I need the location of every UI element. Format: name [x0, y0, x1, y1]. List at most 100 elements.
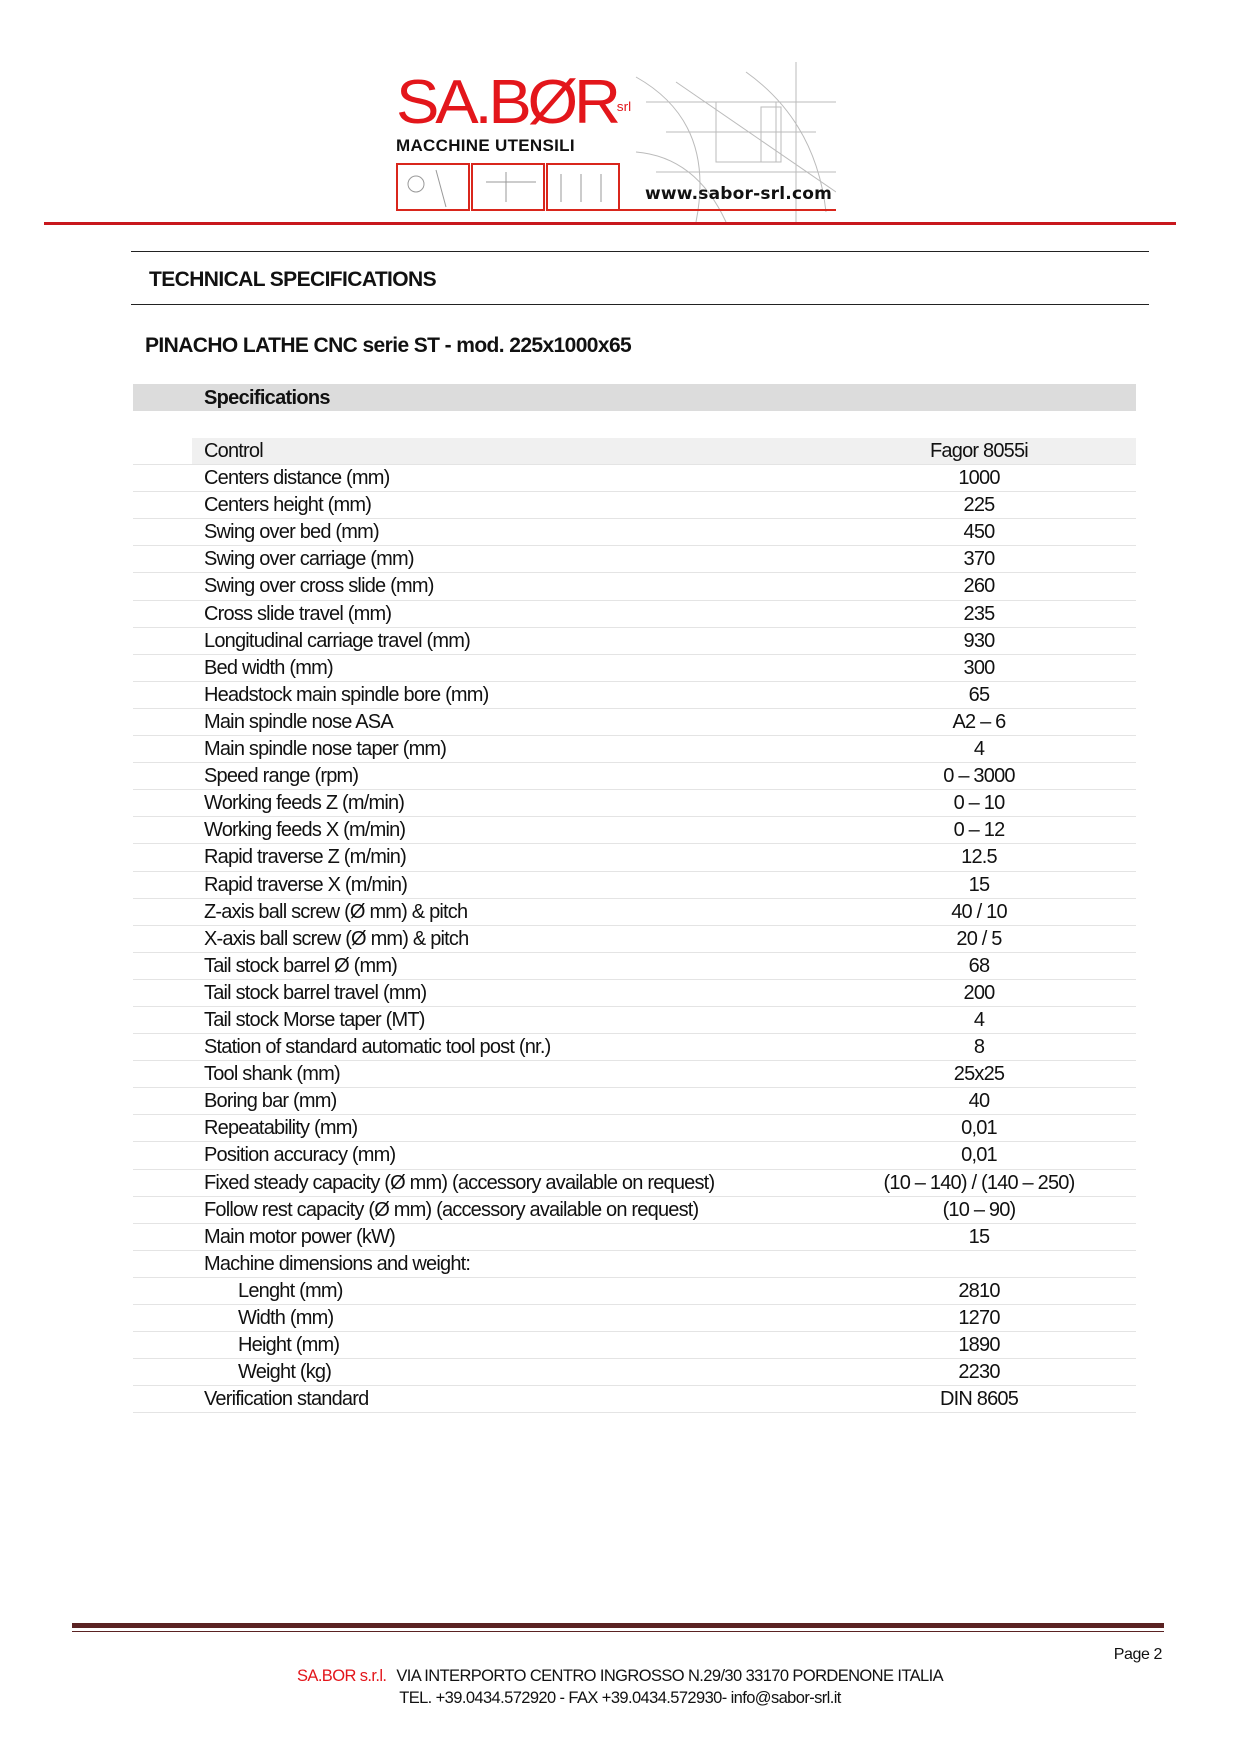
spec-label: Longitudinal carriage travel (mm) [204, 629, 471, 652]
spec-row: Main spindle nose ASA A2 – 6 [133, 709, 1136, 737]
spec-row: Centers distance (mm) 1000 [133, 465, 1136, 493]
spec-row: Working feeds X (m/min) 0 – 12 [133, 817, 1136, 845]
spec-value: 450 [963, 521, 996, 544]
spec-value: 200 [963, 981, 996, 1004]
spec-value: 370 [963, 548, 996, 571]
footer-divider-thin [72, 1631, 1164, 1632]
spec-row: Position accuracy (mm) 0,01 [133, 1142, 1136, 1170]
spec-label: X-axis ball screw (Ø mm) & pitch [204, 927, 469, 950]
spec-label: Control [204, 440, 264, 462]
spec-label: Main spindle nose ASA [204, 710, 394, 733]
spec-value: A2 – 6 [952, 710, 1006, 733]
spec-value: 40 [968, 1090, 990, 1113]
spec-row: Verification standard DIN 8605 [133, 1386, 1136, 1414]
spec-value: 1270 [958, 1307, 1000, 1329]
spec-label: Cross slide travel (mm) [204, 602, 392, 625]
spec-label: Working feeds X (m/min) [204, 819, 406, 842]
spec-value: 2810 [958, 1279, 1000, 1302]
spec-value: 260 [963, 575, 996, 598]
spec-row: Lenght (mm) 2810 [133, 1278, 1136, 1305]
spec-label: Headstock main spindle bore (mm) [204, 683, 489, 706]
spec-value: 930 [963, 629, 996, 652]
spec-row: Centers height (mm) 225 [133, 492, 1136, 520]
spec-label: Station of standard automatic tool post … [204, 1036, 551, 1059]
spec-row: Tail stock Morse taper (MT) 4 [133, 1007, 1136, 1035]
spec-value: 0 – 3000 [943, 765, 1015, 788]
spec-value: 4 [973, 1008, 985, 1031]
spec-label: Rapid traverse Z (m/min) [204, 846, 407, 869]
spec-label: Swing over cross slide (mm) [204, 575, 434, 598]
spec-label: Centers distance (mm) [204, 467, 390, 490]
spec-label: Width (mm) [238, 1307, 334, 1329]
spec-label: Main motor power (kW) [204, 1225, 396, 1248]
section-rule-top [131, 251, 1149, 252]
spec-label: Lenght (mm) [238, 1279, 343, 1302]
section-rule-bottom [131, 304, 1149, 305]
spec-table-header: Specifications [204, 387, 330, 409]
header-divider [44, 222, 1176, 225]
spec-value: 300 [963, 656, 996, 679]
spec-label: Speed range (rpm) [204, 765, 359, 788]
spec-row: X-axis ball screw (Ø mm) & pitch 20 / 5 [133, 926, 1136, 953]
spec-value: 0 – 12 [953, 819, 1006, 842]
technical-drawing-graphic [396, 62, 836, 222]
spec-row: Height (mm) 1890 [133, 1332, 1136, 1360]
spec-row: Main motor power (kW) 15 [133, 1224, 1136, 1251]
spec-value: (10 – 90) [942, 1198, 1017, 1221]
brand-logo-text: SA.BØRsrl [396, 68, 632, 137]
product-title: PINACHO LATHE CNC serie ST - mod. 225x10… [145, 334, 632, 357]
spec-value: 1000 [958, 467, 1000, 490]
spec-value: 15 [968, 1225, 990, 1248]
spec-label: Bed width (mm) [204, 656, 334, 679]
spec-row: Speed range (rpm) 0 – 3000 [133, 763, 1136, 791]
spec-row: Longitudinal carriage travel (mm) 930 [133, 628, 1136, 655]
spec-row: Control Fagor 8055i [133, 438, 1136, 466]
spec-label: Fixed steady capacity (Ø mm) (accessory … [204, 1171, 715, 1194]
spec-label: Boring bar (mm) [204, 1090, 337, 1113]
spec-label: Tail stock barrel Ø (mm) [204, 954, 398, 977]
spec-row: Boring bar (mm) 40 [133, 1088, 1136, 1116]
spec-label: Position accuracy (mm) [204, 1144, 396, 1167]
spec-label: Machine dimensions and weight: [204, 1252, 471, 1275]
spec-row: Tool shank (mm) 25x25 [133, 1061, 1136, 1089]
spec-value: 65 [968, 683, 990, 706]
website-link[interactable]: www.sabor-srl.com [645, 184, 833, 204]
spec-row: Machine dimensions and weight: [133, 1251, 1136, 1278]
spec-value: 2230 [958, 1361, 1000, 1384]
spec-table-header-band [133, 384, 1136, 411]
spec-value: 8 [973, 1036, 985, 1059]
spec-row: Tail stock barrel travel (mm) 200 [133, 980, 1136, 1007]
spec-row: Headstock main spindle bore (mm) 65 [133, 682, 1136, 709]
spec-label: Weight (kg) [238, 1361, 332, 1384]
spec-label: Z-axis ball screw (Ø mm) & pitch [204, 900, 468, 923]
spec-row: Bed width (mm) 300 [133, 655, 1136, 682]
footer-divider [72, 1623, 1164, 1628]
spec-value: 12.5 [961, 846, 998, 869]
footer-address: SA.BOR s.r.l. VIA INTERPORTO CENTRO INGRO… [0, 1667, 1240, 1686]
spec-value: (10 – 140) / (140 – 250) [883, 1171, 1076, 1194]
spec-value: 25x25 [953, 1063, 1005, 1086]
spec-label: Tool shank (mm) [204, 1063, 341, 1086]
spec-row: Width (mm) 1270 [133, 1305, 1136, 1333]
footer-address-text: VIA INTERPORTO CENTRO INGROSSO N.29/30 3… [396, 1667, 943, 1685]
spec-row: Station of standard automatic tool post … [133, 1034, 1136, 1062]
spec-label: Verification standard [204, 1388, 369, 1411]
spec-label: Follow rest capacity (Ø mm) (accessory a… [204, 1198, 699, 1221]
spec-value: 0 – 10 [953, 792, 1006, 815]
spec-row: Swing over bed (mm) 450 [133, 519, 1136, 547]
spec-row: Repeatability (mm) 0,01 [133, 1115, 1136, 1143]
spec-label: Swing over bed (mm) [204, 521, 380, 544]
spec-label: Height (mm) [238, 1334, 340, 1357]
logo [396, 62, 836, 222]
spec-row: Swing over cross slide (mm) 260 [133, 573, 1136, 601]
spec-row: Rapid traverse X (m/min) 15 [133, 872, 1136, 899]
spec-row: Cross slide travel (mm) 235 [133, 601, 1136, 628]
spec-row: Main spindle nose taper (mm) 4 [133, 736, 1136, 764]
spec-label: Main spindle nose taper (mm) [204, 738, 447, 761]
footer-company: SA.BOR s.r.l. [297, 1667, 387, 1685]
spec-value: 40 / 10 [951, 900, 1007, 923]
spec-row: Tail stock barrel Ø (mm) 68 [133, 953, 1136, 980]
spec-value: 68 [968, 954, 990, 977]
spec-value: 15 [968, 873, 990, 896]
spec-value: 20 / 5 [956, 927, 1002, 950]
